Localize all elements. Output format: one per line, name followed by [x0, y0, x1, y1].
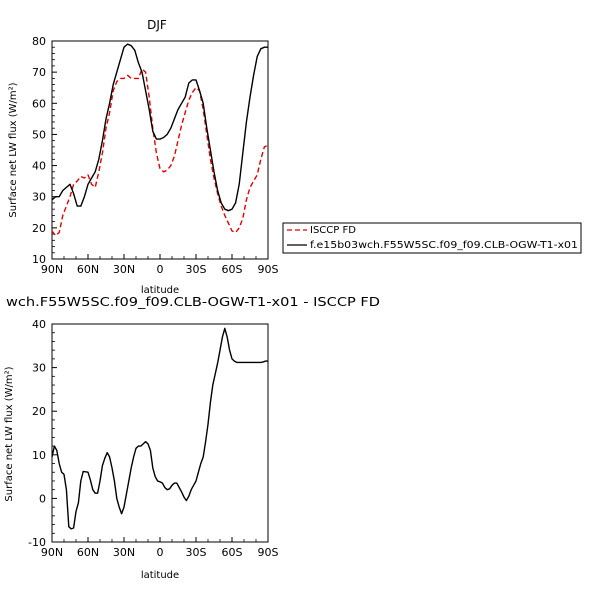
legend-label-model: f.e15b03wch.F55W5SC.f09_f09.CLB-OGW-T1-x… — [310, 240, 578, 251]
bottom-y-tick-label: 30 — [32, 362, 46, 375]
legend: ISCCP FD f.e15b03wch.F55W5SC.f09_f09.CLB… — [282, 222, 582, 254]
top-series-line-1 — [51, 68, 269, 237]
legend-label-isccp: ISCCP FD — [310, 225, 356, 236]
bottom-x-tick-label: 60N — [77, 546, 99, 559]
top-x-tick-label: 90S — [258, 263, 279, 276]
top-y-tick-label: 80 — [32, 35, 46, 48]
top-x-tick-label: 30S — [186, 263, 207, 276]
bottom-series-line-1 — [51, 327, 268, 530]
top-panel-ticks: 90N 60N 30N 0 30S 60S 90S 10 20 30 40 50 60 70 80 — [32, 35, 279, 276]
top-x-tick-label: 0 — [157, 263, 164, 276]
bottom-x-tick-label: 30S — [186, 546, 207, 559]
bottom-panel: wch.F55W5SC.f09_f09.CLB-OGW-T1-x01 - ISC… — [4, 295, 380, 581]
top-x-tick-label: 60N — [77, 263, 99, 276]
bottom-x-tick-label: 90S — [258, 546, 279, 559]
bottom-y-tick-label: 0 — [39, 492, 46, 505]
bottom-panel-x-axis-label: latitude — [141, 570, 179, 581]
top-panel-title: DJF — [147, 18, 167, 32]
top-panel-y-axis-label: Surface net LW flux (W/m²) — [8, 82, 19, 217]
bottom-x-tick-label: 90N — [41, 546, 63, 559]
bottom-x-tick-label: 30N — [113, 546, 135, 559]
bottom-panel-series — [51, 327, 268, 530]
top-x-tick-label: 90N — [41, 263, 63, 276]
top-y-tick-label: 50 — [32, 128, 46, 141]
bottom-panel-ticks: 90N 60N 30N 0 30S 60S 90S -10 0 10 20 30 40 — [28, 318, 278, 559]
bottom-panel-plot-frame — [51, 323, 269, 543]
top-x-tick-label: 30N — [113, 263, 135, 276]
top-x-tick-label: 60S — [222, 263, 243, 276]
top-panel-x-axis-label: latitude — [141, 285, 179, 296]
bottom-x-tick-label: 60S — [222, 546, 243, 559]
bottom-y-tick-label: 40 — [32, 318, 46, 331]
top-y-tick-label: 20 — [32, 222, 46, 235]
bottom-y-tick-label: 20 — [32, 405, 46, 418]
top-y-tick-label: 70 — [32, 66, 46, 79]
bottom-panel-title: wch.F55W5SC.f09_f09.CLB-OGW-T1-x01 - ISC… — [6, 295, 380, 309]
top-series-line-2 — [51, 43, 268, 212]
top-panel-series — [51, 43, 269, 237]
bottom-x-tick-label: 0 — [157, 546, 164, 559]
top-panel: DJF 90N 60N 30N 0 30S 60S 90S1020304050607080 … — [8, 18, 582, 296]
top-panel-plot-frame — [51, 40, 269, 260]
top-y-tick-label: 60 — [32, 97, 46, 110]
bottom-y-tick-label: 10 — [32, 449, 46, 462]
top-y-tick-label: 10 — [32, 253, 46, 266]
top-y-tick-label: 30 — [32, 191, 46, 204]
legend-box — [282, 222, 582, 254]
bottom-y-tick-label: -10 — [28, 536, 46, 549]
top-y-tick-label: 40 — [32, 160, 46, 173]
bottom-panel-y-axis-label: Surface net LW flux (W/m²) — [4, 366, 15, 501]
